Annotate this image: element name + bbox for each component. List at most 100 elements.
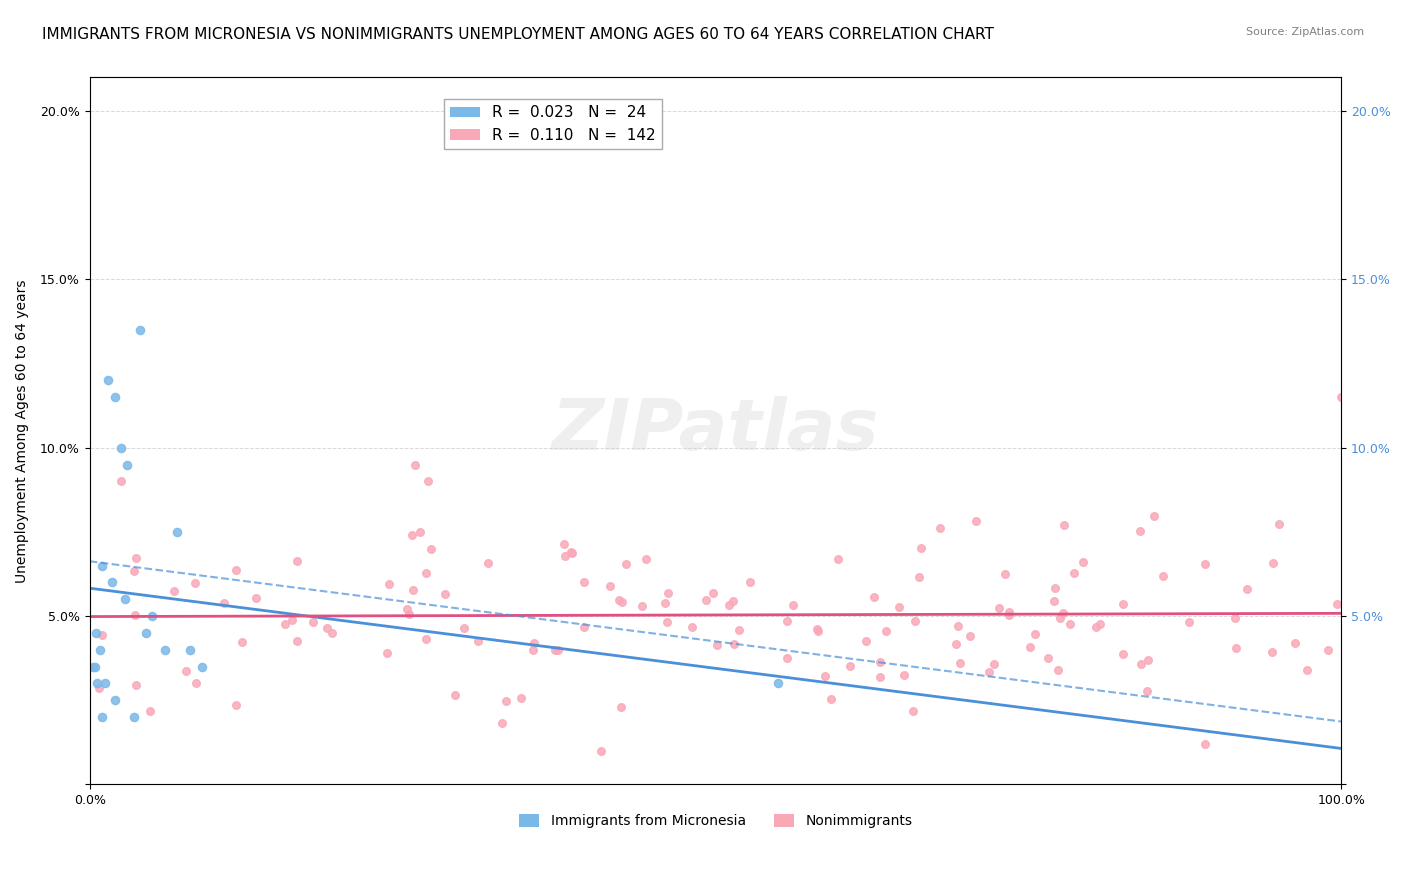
Nonimmigrants: [706, 638, 728, 652]
Nonimmigrants: [1143, 509, 1166, 524]
Nonimmigrants: [893, 668, 915, 682]
Nonimmigrants: [1330, 390, 1353, 404]
Nonimmigrants: [523, 636, 546, 650]
Immigrants from Micronesia: [82, 659, 104, 673]
Nonimmigrants: [869, 655, 891, 669]
Nonimmigrants: [827, 552, 849, 566]
Nonimmigrants: [776, 614, 799, 628]
Nonimmigrants: [988, 601, 1011, 615]
Nonimmigrants: [453, 621, 475, 635]
Immigrants from Micronesia: [91, 558, 114, 573]
Nonimmigrants: [607, 593, 630, 607]
Nonimmigrants: [630, 599, 652, 614]
Nonimmigrants: [945, 637, 967, 651]
Nonimmigrants: [396, 601, 419, 615]
Nonimmigrants: [1194, 737, 1216, 751]
Nonimmigrants: [416, 475, 439, 489]
Nonimmigrants: [1129, 524, 1152, 539]
Nonimmigrants: [1071, 555, 1094, 569]
Immigrants from Micronesia: [97, 373, 120, 387]
Nonimmigrants: [634, 552, 657, 566]
Nonimmigrants: [723, 637, 745, 651]
Nonimmigrants: [281, 613, 304, 627]
Nonimmigrants: [139, 704, 162, 718]
Nonimmigrants: [1317, 642, 1340, 657]
Nonimmigrants: [1036, 651, 1059, 665]
Nonimmigrants: [1296, 663, 1319, 677]
Nonimmigrants: [820, 692, 842, 706]
Nonimmigrants: [908, 570, 931, 584]
Nonimmigrants: [553, 536, 575, 550]
Nonimmigrants: [122, 564, 145, 578]
Nonimmigrants: [863, 590, 886, 604]
Nonimmigrants: [929, 521, 952, 535]
Nonimmigrants: [467, 633, 489, 648]
Nonimmigrants: [274, 617, 297, 632]
Nonimmigrants: [614, 558, 637, 572]
Immigrants from Micronesia: [83, 659, 105, 673]
Nonimmigrants: [727, 624, 749, 638]
Nonimmigrants: [599, 578, 621, 592]
Nonimmigrants: [1129, 657, 1152, 672]
Immigrants from Micronesia: [179, 642, 201, 657]
Nonimmigrants: [184, 576, 207, 591]
Nonimmigrants: [994, 567, 1017, 582]
Nonimmigrants: [1267, 517, 1289, 532]
Nonimmigrants: [959, 628, 981, 642]
Nonimmigrants: [404, 458, 426, 472]
Nonimmigrants: [738, 574, 761, 589]
Immigrants from Micronesia: [117, 458, 139, 472]
Nonimmigrants: [610, 700, 633, 714]
Text: ZIPatlas: ZIPatlas: [553, 396, 879, 466]
Nonimmigrants: [910, 541, 932, 555]
Nonimmigrants: [285, 554, 308, 568]
Nonimmigrants: [1043, 594, 1066, 608]
Nonimmigrants: [1088, 617, 1111, 632]
Immigrants from Micronesia: [84, 626, 107, 640]
Nonimmigrants: [1063, 566, 1085, 580]
Immigrants from Micronesia: [104, 693, 127, 707]
Nonimmigrants: [554, 549, 576, 563]
Nonimmigrants: [184, 676, 207, 690]
Nonimmigrants: [125, 550, 148, 565]
Nonimmigrants: [839, 659, 862, 673]
Y-axis label: Unemployment Among Ages 60 to 64 years: Unemployment Among Ages 60 to 64 years: [15, 279, 30, 582]
Nonimmigrants: [1053, 518, 1076, 533]
Nonimmigrants: [904, 614, 927, 628]
Nonimmigrants: [477, 556, 499, 570]
Nonimmigrants: [875, 624, 897, 638]
Nonimmigrants: [124, 678, 146, 692]
Nonimmigrants: [544, 642, 567, 657]
Nonimmigrants: [547, 643, 569, 657]
Nonimmigrants: [721, 593, 744, 607]
Nonimmigrants: [1152, 569, 1174, 583]
Nonimmigrants: [409, 525, 432, 540]
Nonimmigrants: [1024, 627, 1046, 641]
Immigrants from Micronesia: [141, 609, 163, 624]
Nonimmigrants: [302, 615, 325, 629]
Nonimmigrants: [174, 664, 197, 678]
Nonimmigrants: [695, 593, 717, 607]
Nonimmigrants: [398, 607, 420, 621]
Nonimmigrants: [225, 698, 247, 712]
Nonimmigrants: [998, 605, 1021, 619]
Immigrants from Micronesia: [89, 642, 111, 657]
Nonimmigrants: [855, 633, 877, 648]
Nonimmigrants: [163, 584, 186, 599]
Nonimmigrants: [561, 546, 583, 560]
Immigrants from Micronesia: [766, 676, 789, 690]
Immigrants from Micronesia: [122, 710, 145, 724]
Nonimmigrants: [214, 596, 236, 610]
Nonimmigrants: [1136, 684, 1159, 698]
Immigrants from Micronesia: [114, 592, 136, 607]
Nonimmigrants: [316, 621, 339, 635]
Nonimmigrants: [903, 704, 925, 718]
Nonimmigrants: [965, 514, 987, 528]
Text: IMMIGRANTS FROM MICRONESIA VS NONIMMIGRANTS UNEMPLOYMENT AMONG AGES 60 TO 64 YEA: IMMIGRANTS FROM MICRONESIA VS NONIMMIGRA…: [42, 27, 994, 42]
Nonimmigrants: [1326, 597, 1348, 611]
Nonimmigrants: [887, 600, 910, 615]
Nonimmigrants: [814, 669, 837, 683]
Nonimmigrants: [1049, 611, 1071, 625]
Nonimmigrants: [124, 608, 146, 623]
Immigrants from Micronesia: [101, 575, 124, 590]
